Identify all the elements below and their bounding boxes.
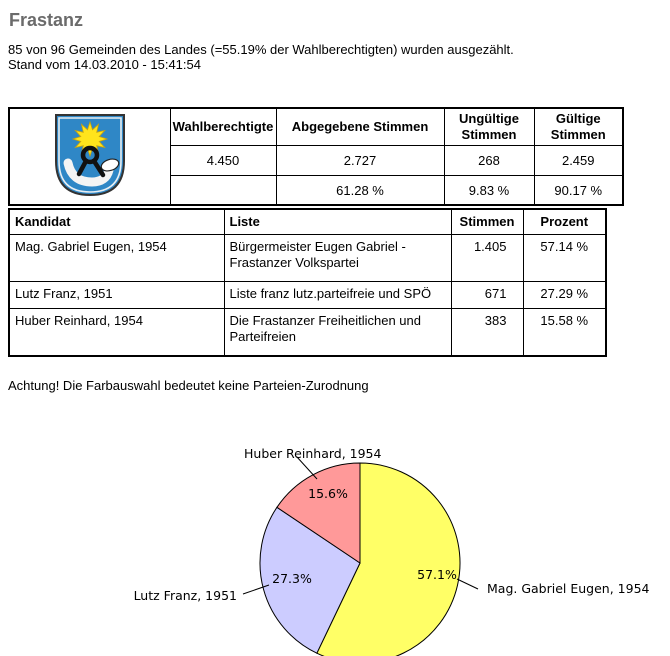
candidate-header-kandidat: Kandidat (8, 208, 225, 235)
table-row: Lutz Franz, 1951 Liste franz lutz.partei… (8, 281, 607, 309)
summary-value-wahlberechtigte: 4.450 (169, 145, 277, 176)
candidate-percent: 27.29 % (522, 281, 607, 309)
pie-callouts: Huber Reinhard, 1954 Lutz Franz, 1951 Ma… (134, 446, 650, 603)
candidate-header-prozent: Prozent (522, 208, 607, 235)
summary-header-wahlberechtigte: Wahlberechtigte (169, 107, 277, 146)
pie-slice (259, 506, 361, 654)
summary-percent-ungueltige: 9.83 % (443, 175, 535, 206)
results-pie-chart: Huber Reinhard, 1954 Lutz Franz, 1951 Ma… (0, 421, 670, 656)
percent-label-huber: 15.6% (308, 486, 348, 501)
summary-table: Wahlberechtigte Abgegebene Stimmen Ungül… (8, 107, 624, 206)
slice-label-huber: Huber Reinhard, 1954 (244, 446, 382, 461)
candidate-table: Kandidat Liste Stimmen Prozent Mag. Gabr… (8, 208, 607, 357)
candidate-percent: 57.14 % (522, 234, 607, 282)
summary-percent-wahlberechtigte (169, 175, 277, 206)
horn-strap-loop (80, 145, 99, 165)
slice-label-gabriel: Mag. Gabriel Eugen, 1954 (487, 581, 650, 596)
candidate-votes: 1.405 (450, 234, 524, 282)
candidate-header-liste: Liste (223, 208, 452, 235)
sun-icon (71, 120, 109, 158)
candidate-percent: 15.58 % (522, 308, 607, 357)
table-row: Mag. Gabriel Eugen, 1954 Bürgermeister E… (8, 234, 607, 282)
intro-text: 85 von 96 Gemeinden des Landes (=55.19% … (8, 42, 662, 72)
pie-slices (259, 462, 461, 656)
summary-value-ungueltige: 268 (443, 145, 535, 176)
intro-line-counted: 85 von 96 Gemeinden des Landes (=55.19% … (8, 42, 514, 57)
candidate-name: Mag. Gabriel Eugen, 1954 (8, 234, 225, 282)
candidate-header-row: Kandidat Liste Stimmen Prozent (8, 208, 607, 235)
color-disclaimer-note: Achtung! Die Farbauswahl bedeutet keine … (8, 378, 369, 393)
frastanz-coat-of-arms (54, 114, 125, 197)
candidate-votes: 383 (450, 308, 524, 357)
candidate-votes: 671 (450, 281, 524, 309)
table-row: Huber Reinhard, 1954 Die Frastanzer Frei… (8, 308, 607, 357)
horn-strap-ends (76, 158, 105, 178)
percent-label-lutz: 27.3% (272, 571, 312, 586)
summary-header-abgegebene: Abgegebene Stimmen (275, 107, 445, 146)
slice-label-lutz: Lutz Franz, 1951 (134, 588, 237, 603)
pie-chart-svg: Huber Reinhard, 1954 Lutz Franz, 1951 Ma… (134, 446, 650, 656)
candidate-header-stimmen: Stimmen (450, 208, 524, 235)
candidate-list: Bürgermeister Eugen Gabriel - Frastanzer… (223, 234, 452, 282)
candidate-name: Huber Reinhard, 1954 (8, 308, 225, 357)
summary-percent-gueltige: 90.17 % (533, 175, 624, 206)
leader-line-huber (296, 456, 318, 480)
candidate-name: Lutz Franz, 1951 (8, 281, 225, 309)
shield-inner-border (57, 117, 122, 193)
summary-value-gueltige: 2.459 (533, 145, 624, 176)
candidate-list: Liste franz lutz.parteifreie und SPÖ (223, 281, 452, 309)
leader-line-gabriel (456, 578, 479, 590)
intro-line-timestamp: Stand vom 14.03.2010 - 15:41:54 (8, 57, 201, 72)
summary-header-ungueltige: Ungültige Stimmen (443, 107, 535, 146)
page-title: Frastanz (9, 10, 84, 30)
summary-value-abgegebene: 2.727 (275, 145, 445, 176)
coat-of-arms-cell (8, 107, 171, 206)
hunting-horn-bell (100, 158, 120, 172)
hunting-horn-body (63, 158, 114, 187)
summary-header-gueltige: Gültige Stimmen (533, 107, 624, 146)
pie-slice (316, 462, 461, 656)
summary-percent-abgegebene: 61.28 % (275, 175, 445, 206)
leader-line-lutz (242, 584, 270, 595)
percent-label-gabriel: 57.1% (417, 567, 457, 582)
candidate-list: Die Frastanzer Freiheitlichen und Partei… (223, 308, 452, 357)
